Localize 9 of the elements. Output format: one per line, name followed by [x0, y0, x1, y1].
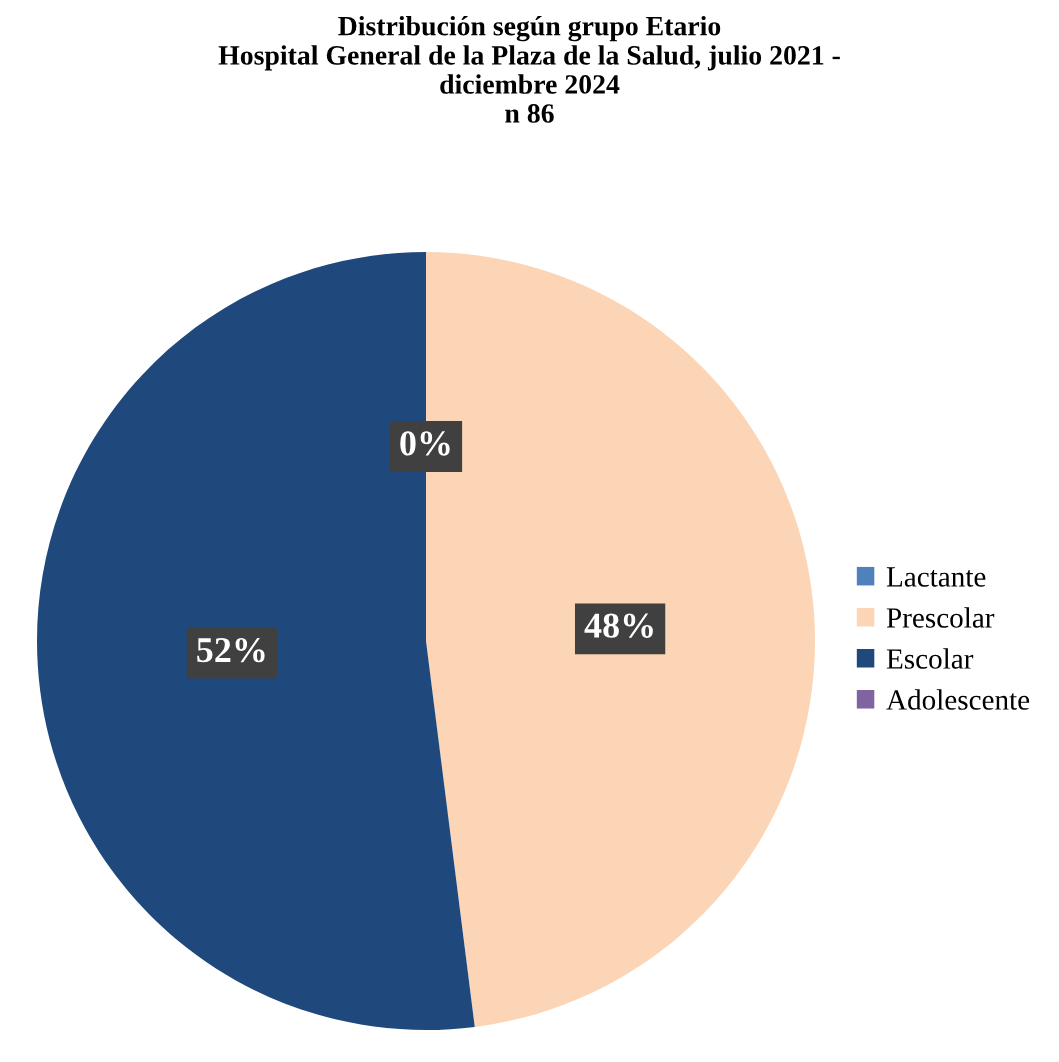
text: 0%: [400, 431, 450, 456]
chart-title: Distribución según grupo Etario Hospital General de la Plaza de la Salud, julio 2021 - diciembre 2024 n 86: [218, 15, 840, 123]
legend-label: Escolar: [886, 648, 974, 669]
data-label: 52%: [197, 637, 265, 663]
data-label: 48%: [584, 613, 653, 638]
legend-label: Adolescente: [886, 689, 1030, 710]
legend-label: Lactante: [886, 567, 986, 587]
pie-slice: [37, 252, 475, 1030]
legend-label: Prescolar: [886, 607, 995, 628]
